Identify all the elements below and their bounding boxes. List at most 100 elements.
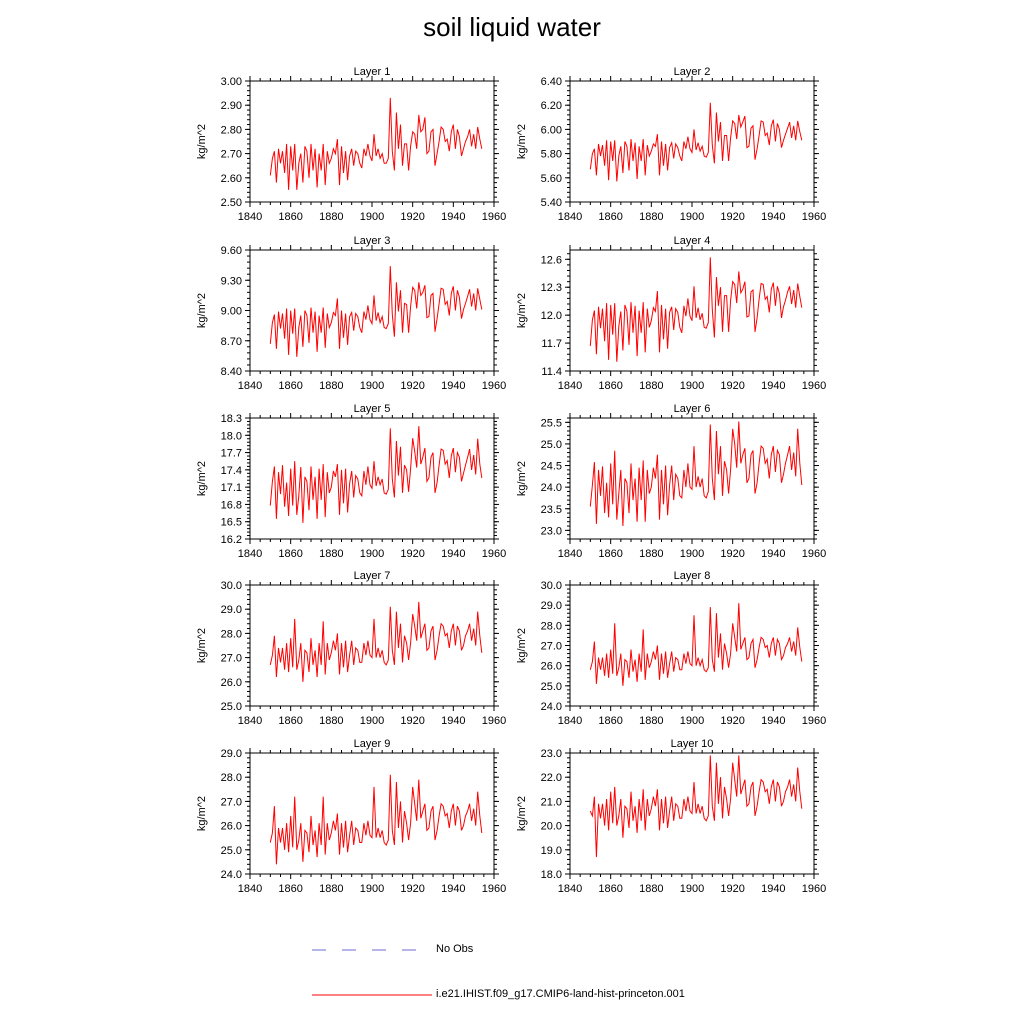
x-tick-label: 1960 <box>482 715 506 727</box>
y-tick-label: 18.0 <box>541 869 562 881</box>
x-tick-label: 1920 <box>400 380 424 392</box>
y-axis-label: kg/m^2 <box>516 293 528 328</box>
x-tick-label: 1940 <box>441 883 465 895</box>
y-tick-label: 28.0 <box>541 620 562 632</box>
y-tick-label: 5.80 <box>541 149 562 161</box>
y-tick-label: 11.4 <box>541 366 562 378</box>
y-tick-label: 18.3 <box>221 413 242 425</box>
panel-title: Layer 9 <box>354 738 391 750</box>
y-tick-label: 24.5 <box>541 461 562 473</box>
y-tick-label: 30.0 <box>221 580 242 592</box>
x-tick-label: 1880 <box>319 211 343 223</box>
y-axis-label: kg/m^2 <box>516 628 528 663</box>
y-tick-label: 20.0 <box>541 821 562 833</box>
x-tick-label: 1900 <box>360 883 384 895</box>
x-tick-label: 1920 <box>400 883 424 895</box>
panel-title: Layer 5 <box>354 403 391 415</box>
series-line <box>269 774 483 865</box>
x-tick-label: 1840 <box>238 548 262 560</box>
x-tick-label: 1920 <box>720 883 744 895</box>
panel-6: Layer 6 kg/m^2 1840 1860 1880 1900 1920 1940 196… <box>516 403 826 560</box>
panel-title: Layer 10 <box>671 738 714 750</box>
x-tick-label: 1900 <box>680 380 704 392</box>
y-tick-label: 27.0 <box>541 641 562 653</box>
x-tick-label: 1900 <box>680 715 704 727</box>
figure-title: soil liquid water <box>423 12 601 42</box>
y-tick-label: 17.4 <box>221 465 242 477</box>
x-tick-label: 1840 <box>238 211 262 223</box>
panel-8: Layer 8 kg/m^2 1840 1860 1880 1900 1920 1940 196… <box>516 570 826 727</box>
x-tick-label: 1840 <box>558 883 582 895</box>
plot-frame <box>569 584 815 707</box>
x-tick-label: 1960 <box>802 380 826 392</box>
x-tick-label: 1860 <box>598 715 622 727</box>
y-axis-label: kg/m^2 <box>196 124 208 159</box>
y-axis-label: kg/m^2 <box>196 628 208 663</box>
x-tick-label: 1920 <box>400 211 424 223</box>
y-tick-label: 25.0 <box>221 701 242 713</box>
plot-frame <box>249 417 495 540</box>
y-tick-label: 2.80 <box>221 124 242 136</box>
y-tick-label: 26.0 <box>541 661 562 673</box>
y-tick-label: 24.0 <box>541 482 562 494</box>
x-tick-label: 1960 <box>482 380 506 392</box>
panel-10: Layer 10 kg/m^2 1840 1860 1880 1900 1920 1940 19… <box>516 738 826 895</box>
y-tick-label: 26.0 <box>221 821 242 833</box>
y-tick-label: 25.0 <box>541 681 562 693</box>
series-line <box>589 603 803 686</box>
x-tick-label: 1940 <box>761 715 785 727</box>
x-tick-label: 1840 <box>238 380 262 392</box>
y-tick-label: 25.0 <box>541 439 562 451</box>
panel-5: Layer 5 kg/m^2 1840 1860 1880 1900 1920 1940 196… <box>196 403 506 560</box>
y-tick-label: 12.0 <box>541 310 562 322</box>
x-tick-label: 1940 <box>761 548 785 560</box>
x-tick-label: 1840 <box>558 715 582 727</box>
x-tick-label: 1940 <box>761 883 785 895</box>
y-tick-label: 28.0 <box>221 772 242 784</box>
y-tick-label: 5.60 <box>541 173 562 185</box>
y-tick-label: 2.70 <box>221 149 242 161</box>
panel-title: Layer 6 <box>674 403 711 415</box>
x-tick-label: 1880 <box>319 380 343 392</box>
panel-7: Layer 7 kg/m^2 1840 1860 1880 1900 1920 1940 196… <box>196 570 506 727</box>
y-tick-label: 8.40 <box>221 366 242 378</box>
y-tick-label: 9.60 <box>221 245 242 257</box>
y-axis-label: kg/m^2 <box>196 293 208 328</box>
x-tick-label: 1880 <box>639 715 663 727</box>
x-tick-label: 1860 <box>598 211 622 223</box>
x-tick-label: 1860 <box>598 883 622 895</box>
y-axis-label: kg/m^2 <box>196 796 208 831</box>
series-line <box>589 755 803 858</box>
y-tick-label: 8.70 <box>221 336 242 348</box>
x-tick-label: 1940 <box>761 211 785 223</box>
x-tick-label: 1840 <box>558 380 582 392</box>
x-tick-label: 1900 <box>360 211 384 223</box>
x-tick-label: 1960 <box>482 211 506 223</box>
y-tick-label: 6.00 <box>541 124 562 136</box>
y-tick-label: 16.2 <box>221 534 242 546</box>
y-tick-label: 11.7 <box>541 338 562 350</box>
y-tick-label: 12.3 <box>541 282 562 294</box>
y-tick-label: 28.0 <box>221 628 242 640</box>
y-tick-label: 29.0 <box>541 600 562 612</box>
series-line <box>269 426 483 523</box>
y-tick-label: 2.60 <box>221 173 242 185</box>
y-tick-label: 3.00 <box>221 76 242 88</box>
x-tick-label: 1840 <box>238 715 262 727</box>
x-tick-label: 1880 <box>319 548 343 560</box>
y-axis-label: kg/m^2 <box>516 796 528 831</box>
x-tick-label: 1960 <box>482 883 506 895</box>
y-tick-label: 5.40 <box>541 197 562 209</box>
panel-title: Layer 4 <box>674 235 711 247</box>
series-line <box>589 421 803 527</box>
x-tick-label: 1840 <box>558 211 582 223</box>
y-tick-label: 25.0 <box>221 845 242 857</box>
panel-4: Layer 4 kg/m^2 1840 1860 1880 1900 1920 1940 196… <box>516 235 826 392</box>
x-tick-label: 1880 <box>639 211 663 223</box>
y-tick-label: 23.0 <box>541 748 562 760</box>
y-tick-label: 9.30 <box>221 275 242 287</box>
panel-title: Layer 2 <box>674 66 711 78</box>
x-tick-label: 1860 <box>598 380 622 392</box>
y-tick-label: 6.40 <box>541 76 562 88</box>
